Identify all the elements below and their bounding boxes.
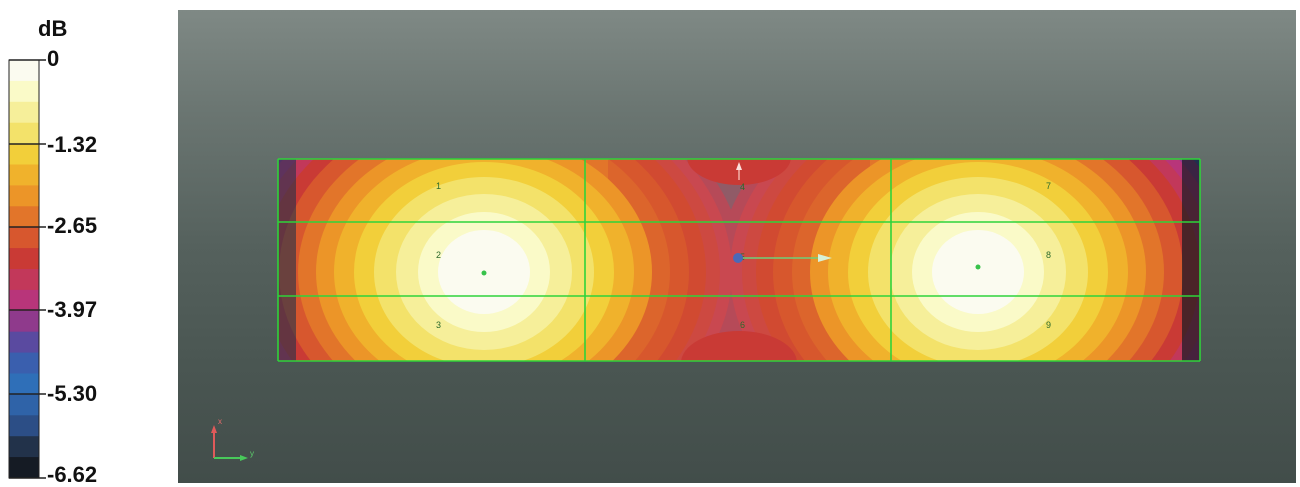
heatmap-edge-right bbox=[1182, 159, 1200, 361]
colorbar-band bbox=[9, 60, 39, 82]
heatmap-field bbox=[278, 159, 1200, 361]
heatmap-lobe-bottom bbox=[681, 331, 797, 361]
panel-grid bbox=[277, 158, 1201, 362]
cell-label: 4 bbox=[740, 182, 745, 192]
colorbar-band bbox=[9, 164, 39, 186]
heatmap-panel: 147258369 xy bbox=[178, 10, 1296, 483]
cell-label: 1 bbox=[436, 181, 441, 191]
markers bbox=[481, 162, 981, 276]
colorbar-tick-label: 0 bbox=[47, 46, 60, 71]
heatmap-edge-left bbox=[278, 159, 296, 361]
colorbar-band bbox=[9, 185, 39, 207]
cell-label: 8 bbox=[1046, 250, 1051, 260]
colorbar-legend: dB 0 -1.32 -2.65 -3.97 -5.30 -6.62 bbox=[0, 0, 175, 487]
colorbar-band bbox=[9, 206, 39, 228]
colorbar-band bbox=[9, 101, 39, 124]
colorbar-band bbox=[9, 457, 39, 479]
direction-arrowhead bbox=[818, 254, 832, 262]
center-marker bbox=[733, 253, 743, 263]
colorbar-graphic bbox=[8, 59, 46, 479]
cell-label: 2 bbox=[436, 250, 441, 260]
cell-label: 7 bbox=[1046, 181, 1051, 191]
colorbar-band bbox=[9, 331, 39, 354]
cell-label: 9 bbox=[1046, 320, 1051, 330]
triad-arrow-y bbox=[240, 455, 248, 461]
colorbar-band bbox=[9, 373, 39, 395]
triad-arrow-x bbox=[211, 425, 217, 433]
colorbar-band bbox=[9, 143, 39, 165]
colorbar-band bbox=[9, 227, 39, 249]
colorbar-tick-label: -6.62 bbox=[47, 462, 98, 487]
colorbar-band bbox=[9, 415, 39, 437]
colorbar-tick-label: -1.32 bbox=[47, 132, 98, 157]
normal-arrowhead bbox=[736, 162, 742, 170]
colorbar-band bbox=[9, 289, 39, 312]
colorbar-unit: dB bbox=[38, 16, 68, 41]
colorbar-band bbox=[9, 394, 39, 416]
colorbar-band bbox=[9, 436, 39, 458]
cell-label: 3 bbox=[436, 320, 441, 330]
colorbar-band bbox=[9, 352, 39, 374]
heatmap-contour bbox=[932, 230, 1024, 314]
cell-label: 6 bbox=[740, 320, 745, 330]
colorbar-band bbox=[9, 80, 39, 103]
axis-triad-icon: xy bbox=[211, 417, 254, 461]
colorbar-band bbox=[9, 310, 39, 333]
source-marker bbox=[975, 264, 981, 270]
colorbar-band bbox=[9, 122, 39, 145]
colorbar-tick-label: -3.97 bbox=[47, 297, 98, 322]
source-marker bbox=[481, 270, 487, 276]
heatmap-graphic: 147258369 xy bbox=[211, 158, 1201, 461]
colorbar-tick-label: -5.30 bbox=[47, 381, 98, 406]
triad-label-x: x bbox=[218, 417, 222, 426]
colorbar-band bbox=[9, 248, 39, 270]
colorbar-tick-label: -2.65 bbox=[47, 213, 98, 238]
triad-label-y: y bbox=[250, 449, 254, 458]
colorbar-band bbox=[9, 269, 39, 291]
